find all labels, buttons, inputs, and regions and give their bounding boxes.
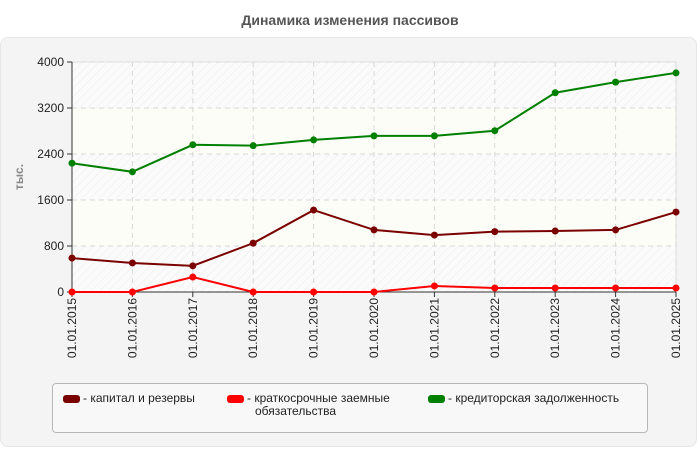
data-point[interactable]	[68, 159, 76, 167]
data-point[interactable]	[249, 288, 257, 296]
x-tick-label: 01.01.2020	[367, 298, 381, 358]
legend-item-payables: - кредиторская задолженность	[428, 392, 619, 405]
x-tick-label: 01.01.2021	[427, 298, 441, 358]
data-point[interactable]	[310, 206, 318, 214]
data-point[interactable]	[430, 282, 438, 290]
x-tick-label: 01.01.2023	[548, 298, 562, 358]
y-tick-label: 1600	[37, 193, 64, 207]
y-axis-label: тыс.	[12, 164, 26, 190]
plot-area	[71, 61, 677, 293]
x-tick-label: 01.01.2025	[669, 298, 683, 358]
data-point[interactable]	[672, 284, 680, 292]
data-point[interactable]	[128, 288, 136, 296]
x-tick-label: 01.01.2022	[488, 298, 502, 358]
grid-lines	[72, 61, 677, 292]
data-point[interactable]	[672, 208, 680, 216]
series-line	[68, 69, 680, 176]
x-tick-label: 01.01.2024	[609, 298, 623, 358]
data-point[interactable]	[68, 254, 76, 262]
data-point[interactable]	[189, 141, 197, 149]
data-point[interactable]	[491, 228, 499, 236]
series-line	[68, 273, 680, 296]
legend-swatch-icon	[63, 395, 80, 403]
data-point[interactable]	[491, 127, 499, 135]
legend-label: - кредиторская задолженность	[448, 391, 620, 405]
legend-label: - краткосрочные заемные обязательства	[247, 391, 390, 418]
data-point[interactable]	[249, 239, 257, 247]
data-point[interactable]	[68, 288, 76, 296]
data-point[interactable]	[430, 231, 438, 239]
x-tick-label: 01.01.2015	[65, 298, 79, 358]
x-tick-label: 01.01.2018	[246, 298, 260, 358]
x-tick-label: 01.01.2016	[125, 298, 139, 358]
data-point[interactable]	[551, 284, 559, 292]
y-tick-label: 800	[44, 239, 64, 253]
data-point[interactable]	[189, 273, 197, 281]
legend-item-short-term-loans: - краткосрочные заемные обязательства	[227, 392, 390, 418]
axes: 0 800 1600 2400 3200 4000 01.01.2015 01.01.2016…	[37, 55, 683, 358]
legend-label: - капитал и резервы	[83, 391, 195, 405]
y-tick-label: 2400	[37, 147, 64, 161]
data-point[interactable]	[370, 288, 378, 296]
legend-swatch-icon	[227, 395, 244, 403]
data-point[interactable]	[551, 89, 559, 97]
data-point[interactable]	[612, 78, 620, 86]
data-point[interactable]	[189, 262, 197, 270]
data-point[interactable]	[430, 132, 438, 140]
y-tick-label: 4000	[37, 55, 64, 69]
data-point[interactable]	[249, 142, 257, 150]
data-point[interactable]	[128, 259, 136, 267]
data-point[interactable]	[551, 227, 559, 235]
data-point[interactable]	[128, 168, 136, 176]
data-point[interactable]	[672, 69, 680, 77]
chart-legend: - капитал и резервы - краткосрочные заем…	[52, 383, 648, 433]
chart-title: Динамика изменения пассивов	[241, 12, 459, 28]
data-point[interactable]	[370, 132, 378, 140]
data-series	[68, 69, 680, 296]
y-tick-label: 0	[57, 285, 64, 299]
legend-swatch-icon	[428, 395, 445, 403]
series-line	[68, 206, 680, 270]
data-point[interactable]	[612, 284, 620, 292]
data-point[interactable]	[612, 226, 620, 234]
data-point[interactable]	[491, 284, 499, 292]
data-point[interactable]	[370, 226, 378, 234]
y-tick-label: 3200	[37, 101, 64, 115]
data-point[interactable]	[310, 288, 318, 296]
x-tick-label: 01.01.2017	[186, 298, 200, 358]
data-point[interactable]	[310, 136, 318, 144]
legend-item-capital: - капитал и резервы	[63, 392, 195, 405]
x-tick-label: 01.01.2019	[307, 298, 321, 358]
